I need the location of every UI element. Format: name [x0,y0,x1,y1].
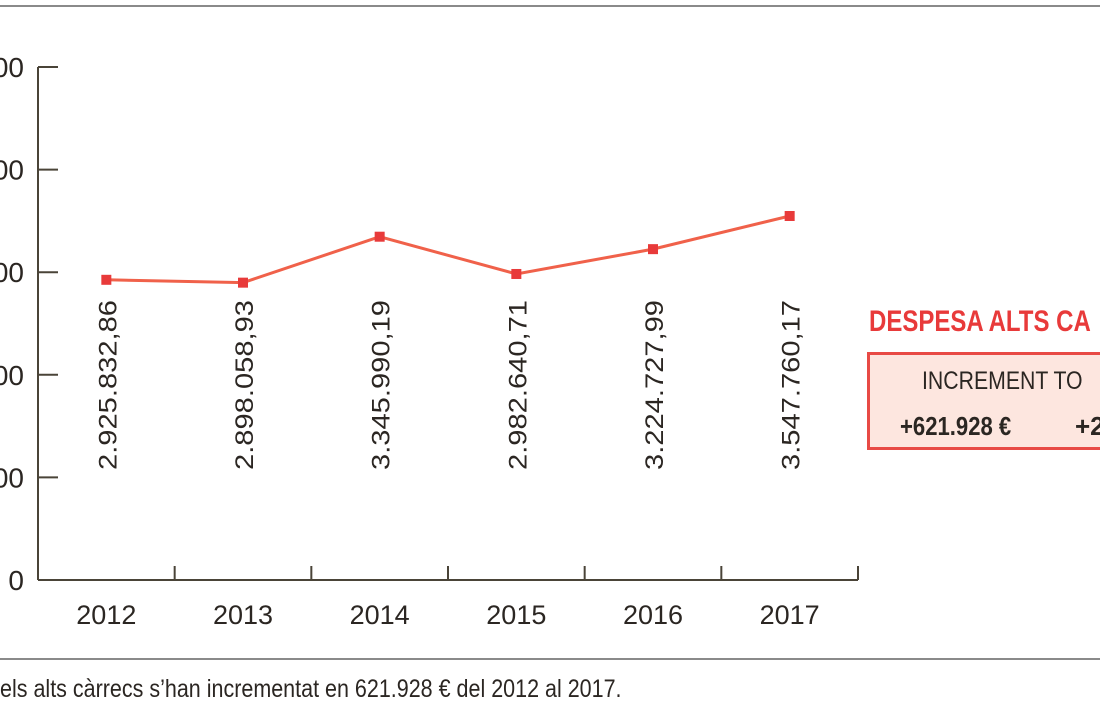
panel-title: DESPESA ALTS CA [869,305,1091,338]
x-tick-label: 2015 [486,600,546,630]
top-divider [0,5,1100,7]
data-label: 2.898.058,93 [231,300,259,470]
y-tick-label: 00 [0,462,24,493]
data-label: 3.224.727,99 [641,300,669,470]
data-label: 3.345.990,19 [368,300,396,470]
data-point [511,268,522,279]
increment-euros: +621.928 € [900,411,1012,441]
bottom-divider [0,658,1100,660]
data-label: 2.982.640,71 [504,300,532,470]
increment-header: INCREMENT TO [922,367,1083,395]
increment-panel: INCREMENT TO +621.928 € +2 [867,352,1100,450]
data-label: 2.925.832,86 [94,300,122,470]
y-tick-label: 00 [0,257,24,288]
data-label: 3.547.760,17 [778,300,806,470]
x-tick-label: 2013 [213,600,273,630]
series-line [106,214,791,285]
y-tick-label: 00 [0,155,24,186]
x-tick-label: 2017 [760,600,820,630]
data-point [374,231,385,242]
y-tick-label: 0 [8,565,24,596]
x-tick-label: 2012 [76,600,136,630]
x-tick-label: 2016 [623,600,683,630]
increment-percent: +2 [1075,411,1100,441]
data-point [238,277,248,288]
x-tick-label: 2014 [350,600,410,630]
footnote: els alts càrrecs s’han incrementat en 62… [0,675,622,703]
data-point [648,244,658,255]
y-tick-label: 00 [0,360,24,391]
data-point [101,274,112,285]
data-point [784,210,795,221]
y-tick-label: 00 [0,52,24,83]
